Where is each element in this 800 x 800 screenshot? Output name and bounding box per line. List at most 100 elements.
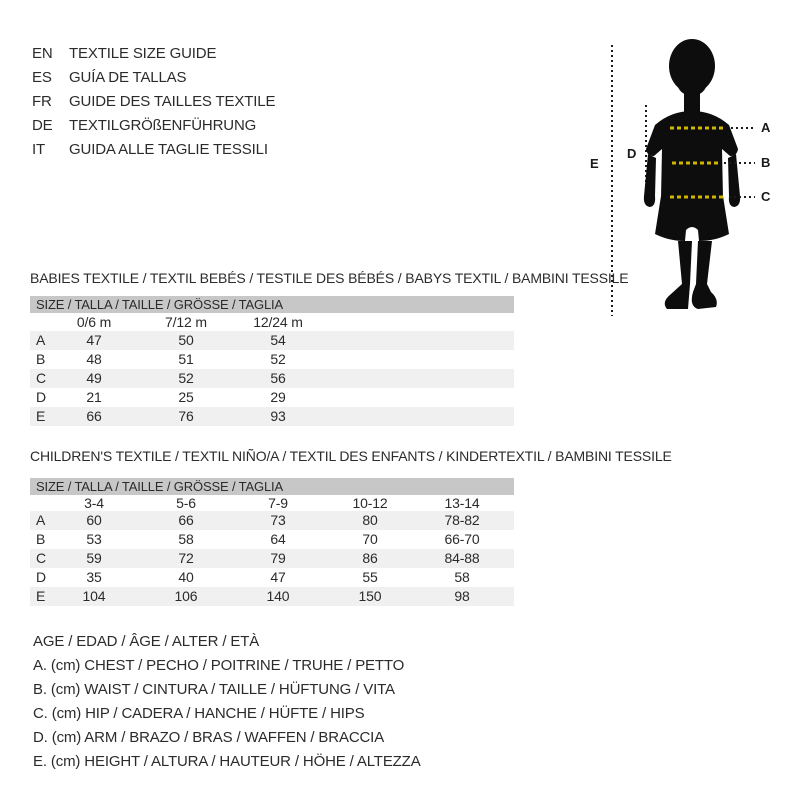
- table-cell: 56: [270, 370, 286, 386]
- table-cell-empty: [324, 407, 416, 426]
- table-cell-empty: [324, 388, 416, 407]
- table-cell: 70: [362, 531, 378, 547]
- table-cell: 60: [86, 512, 102, 528]
- table-cell: 54: [270, 332, 286, 348]
- table-cell: 72: [178, 550, 194, 566]
- silhouette-left-leg: [664, 241, 692, 309]
- row-label: A: [36, 332, 46, 348]
- silhouette-left-arm: [643, 154, 656, 207]
- language-code: EN: [32, 44, 53, 62]
- table-cell: 78-82: [444, 512, 480, 528]
- table-cell-empty: [416, 331, 508, 350]
- column-header: 7/12 m: [165, 314, 207, 330]
- table-cell: 73: [270, 512, 286, 528]
- babies-row-b: B 48 51 52: [30, 350, 514, 369]
- table-cell-empty: [416, 350, 508, 369]
- language-code: IT: [32, 140, 46, 158]
- table-cell: 47: [86, 332, 102, 348]
- column-header: 13-14: [444, 495, 480, 511]
- table-cell: 55: [362, 569, 378, 585]
- legend-a-chest: A. (cm) CHEST / PECHO / POITRINE / TRUHE…: [33, 657, 405, 674]
- row-label: E: [36, 588, 46, 604]
- legend-e-height: E. (cm) HEIGHT / ALTURA / HAUTEUR / HÖHE…: [33, 753, 421, 770]
- children-size-header-bar: SIZE / TALLA / TAILLE / GRÖSSE / TAGLIA: [30, 478, 514, 495]
- column-header: 0/6 m: [76, 314, 112, 330]
- language-row-de: DE TEXTILGRÖßENFÜHRUNG: [32, 113, 275, 137]
- table-cell: 58: [454, 569, 470, 585]
- table-cell: 51: [178, 351, 194, 367]
- table-cell: 49: [86, 370, 102, 386]
- table-cell: 29: [270, 389, 286, 405]
- table-cell: 48: [86, 351, 102, 367]
- row-label: C: [36, 550, 46, 566]
- language-title-list: EN TEXTILE SIZE GUIDE ES GUÍA DE TALLAS …: [32, 41, 275, 161]
- row-label: C: [36, 370, 46, 386]
- table-cell: 25: [178, 389, 194, 405]
- column-header-empty: [30, 494, 48, 512]
- children-row-a: A 60 66 73 80 78-82: [30, 511, 514, 530]
- table-cell: 52: [178, 370, 194, 386]
- legend-b-waist: B. (cm) WAIST / CINTURA / TAILLE / HÜFTU…: [33, 681, 395, 698]
- column-header: 5-6: [176, 495, 196, 511]
- children-column-headers: 3-4 5-6 7-9 10-12 13-14: [30, 494, 514, 512]
- babies-size-header-bar: SIZE / TALLA / TAILLE / GRÖSSE / TAGLIA: [30, 296, 514, 313]
- language-row-fr: FR GUIDE DES TAILLES TEXTILE: [32, 89, 275, 113]
- column-header: 3-4: [84, 495, 104, 511]
- language-title: TEXTILGRÖßENFÜHRUNG: [69, 116, 257, 134]
- table-cell: 53: [86, 531, 102, 547]
- column-header-empty: [30, 313, 48, 331]
- table-cell: 59: [86, 550, 102, 566]
- babies-column-headers: 0/6 m 7/12 m 12/24 m: [30, 313, 514, 331]
- table-cell: 140: [266, 588, 290, 604]
- language-row-es: ES GUÍA DE TALLAS: [32, 65, 275, 89]
- babies-row-d: D 21 25 29: [30, 388, 514, 407]
- table-cell: 50: [178, 332, 194, 348]
- table-cell: 76: [178, 408, 194, 424]
- measure-label-a: A: [761, 120, 771, 135]
- measure-label-e: E: [590, 156, 599, 171]
- table-cell-empty: [416, 388, 508, 407]
- row-label: E: [36, 408, 46, 424]
- language-title: GUIDA ALLE TAGLIE TESSILI: [69, 140, 268, 158]
- table-cell-empty: [324, 331, 416, 350]
- legend-d-arm: D. (cm) ARM / BRAZO / BRAS / WAFFEN / BR…: [33, 729, 385, 746]
- language-code: DE: [32, 116, 53, 134]
- children-section-title: CHILDREN'S TEXTILE / TEXTIL NIÑO/A / TEX…: [30, 448, 672, 464]
- table-cell: 47: [270, 569, 286, 585]
- child-silhouette: [643, 39, 741, 309]
- column-header: 12/24 m: [253, 314, 303, 330]
- children-row-d: D 35 40 47 55 58: [30, 568, 514, 587]
- language-row-en: EN TEXTILE SIZE GUIDE: [32, 41, 275, 65]
- legend-age: AGE / EDAD / ÂGE / ALTER / ETÀ: [33, 633, 260, 650]
- table-cell-empty: [416, 407, 508, 426]
- language-code: ES: [32, 68, 52, 86]
- silhouette-shorts: [655, 196, 729, 241]
- measure-label-d: D: [627, 146, 636, 161]
- table-cell: 64: [270, 531, 286, 547]
- table-cell: 52: [270, 351, 286, 367]
- table-cell: 150: [358, 588, 382, 604]
- table-cell: 58: [178, 531, 194, 547]
- table-cell: 104: [82, 588, 106, 604]
- table-cell-empty: [324, 350, 416, 369]
- child-silhouette-figure: A B C D E: [590, 39, 771, 316]
- silhouette-right-leg: [691, 241, 717, 309]
- table-cell: 84-88: [444, 550, 480, 566]
- language-title: TEXTILE SIZE GUIDE: [69, 44, 217, 62]
- table-cell: 93: [270, 408, 286, 424]
- table-cell: 21: [86, 389, 102, 405]
- row-label: D: [36, 389, 46, 405]
- legend-c-hip: C. (cm) HIP / CADERA / HANCHE / HÜFTE / …: [33, 705, 365, 722]
- table-cell: 66: [86, 408, 102, 424]
- language-row-it: IT GUIDA ALLE TAGLIE TESSILI: [32, 137, 275, 161]
- table-cell: 80: [362, 512, 378, 528]
- table-cell: 66: [178, 512, 194, 528]
- silhouette-right-arm: [728, 154, 741, 207]
- babies-row-c: C 49 52 56: [30, 369, 514, 388]
- column-header-empty: [416, 313, 508, 331]
- babies-row-e: E 66 76 93: [30, 407, 514, 426]
- language-code: FR: [32, 92, 52, 110]
- table-cell: 98: [454, 588, 470, 604]
- row-label: B: [36, 531, 46, 547]
